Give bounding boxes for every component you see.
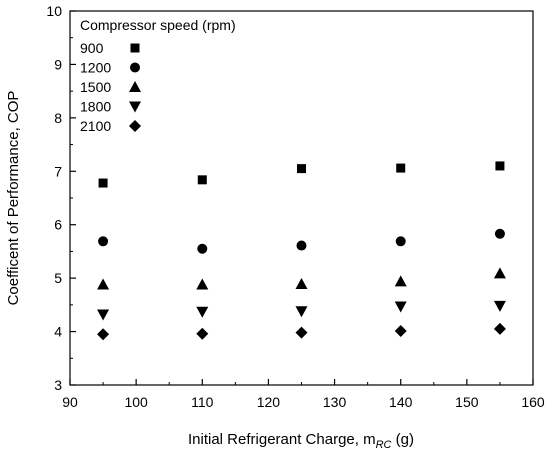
- data-point: [295, 306, 308, 318]
- legend-marker: [129, 120, 141, 132]
- x-tick-label: 140: [389, 394, 413, 410]
- x-tick-label: 150: [455, 394, 479, 410]
- legend-marker: [129, 101, 141, 113]
- data-point: [493, 322, 506, 335]
- x-tick-label: 160: [521, 394, 545, 410]
- legend: Compressor speed (rpm) 900 1200 1500 1800 21…: [80, 17, 236, 134]
- y-axis-title: Coefficent of Performance, COP: [5, 91, 22, 306]
- legend-marker: [130, 62, 140, 73]
- data-point: [197, 175, 207, 185]
- data-point: [197, 243, 208, 254]
- data-point: [396, 163, 406, 173]
- x-axis-title: Initial Refrigerant Charge, mRC (g): [188, 431, 414, 451]
- data-point: [494, 228, 505, 239]
- data-point: [394, 275, 407, 287]
- data-point: [97, 309, 110, 321]
- data-point: [97, 328, 110, 341]
- x-tick-label: 110: [191, 394, 214, 410]
- legend-label: 1500: [80, 79, 111, 95]
- data-point: [296, 240, 307, 251]
- x-tick-label: 130: [323, 394, 347, 410]
- legend-title: Compressor speed (rpm): [80, 17, 236, 33]
- series-1800: [97, 300, 506, 321]
- data-point: [295, 326, 308, 339]
- y-tick-label: 9: [54, 56, 62, 72]
- x-tick-label: 90: [62, 394, 78, 410]
- series-900: [98, 161, 505, 188]
- y-tick-label: 4: [54, 324, 62, 340]
- series-2100: [97, 322, 506, 341]
- data-point: [295, 278, 308, 290]
- y-tick-label: 3: [54, 377, 62, 393]
- legend-label: 2100: [80, 118, 111, 134]
- data-point: [297, 164, 306, 174]
- data-point: [98, 236, 109, 247]
- data-point: [196, 306, 209, 318]
- x-tick-label: 120: [257, 394, 281, 410]
- data-point: [98, 178, 108, 188]
- legend-label: 900: [80, 40, 104, 56]
- data-points: [97, 161, 506, 341]
- data-point: [394, 301, 407, 313]
- series-1500: [97, 267, 506, 290]
- x-axis: 90 100 110 120 130 140 150 160: [62, 379, 545, 410]
- y-tick-label: 5: [54, 270, 62, 286]
- data-point: [394, 325, 407, 338]
- legend-label: 1800: [80, 99, 111, 115]
- y-tick-label: 6: [54, 217, 62, 233]
- data-point: [493, 300, 506, 312]
- legend-marker: [129, 81, 141, 92]
- data-point: [495, 161, 505, 171]
- y-tick-label: 7: [54, 163, 62, 179]
- y-tick-label: 8: [54, 110, 62, 126]
- legend-marker: [130, 43, 140, 53]
- y-tick-label: 10: [46, 3, 62, 19]
- series-1200: [98, 228, 505, 254]
- data-point: [493, 267, 506, 279]
- y-axis: 3 4 5 6 7 8 9 10: [46, 3, 76, 393]
- data-point: [395, 236, 406, 247]
- legend-label: 1200: [80, 60, 111, 76]
- data-point: [196, 327, 209, 340]
- data-point: [196, 278, 209, 290]
- data-point: [97, 278, 110, 290]
- x-tick-label: 100: [124, 394, 148, 410]
